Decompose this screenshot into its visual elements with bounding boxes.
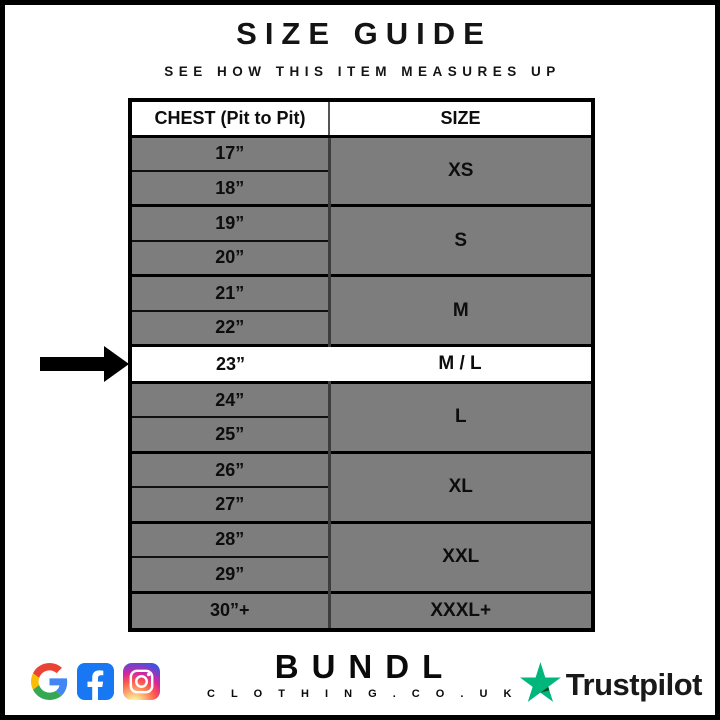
trustpilot-wordmark: Trustpilot [565, 666, 703, 702]
brand-logo: BUNDL C L O T H I N G . C O . U K [202, 648, 518, 700]
chest-cell: 30”+ [130, 590, 331, 630]
chest-cell: 18” [130, 169, 331, 206]
chest-cell: 27” [130, 486, 331, 523]
chest-cell: 23” [130, 343, 329, 383]
size-cell: S [329, 204, 593, 276]
table-row-highlighted: 23” M / L [130, 343, 593, 383]
chest-cell: 29” [130, 556, 331, 593]
size-cell: M / L [329, 343, 593, 383]
footer: BUNDL C L O T H I N G . C O . U K Trustp… [5, 648, 715, 714]
trustpilot-star-icon [519, 662, 561, 707]
instagram-icon [123, 663, 160, 700]
table-row: 20” [130, 239, 593, 276]
table-row: 22” [130, 309, 593, 346]
table-row: 28” XXL [130, 520, 593, 593]
size-cell: XL [329, 450, 593, 523]
brand-name: BUNDL [274, 648, 456, 685]
table-row: 17” XS [130, 134, 593, 206]
size-cell: XXL [329, 520, 593, 593]
size-cell: L [329, 381, 593, 453]
facebook-icon [77, 663, 114, 700]
column-header-size: SIZE [329, 100, 593, 138]
chest-cell: 24” [130, 381, 331, 418]
table-row: 26” XL [130, 450, 593, 523]
size-table-container: CHEST (Pit to Pit) SIZE 17” XS 18” 19” S… [128, 98, 595, 632]
social-logos [31, 663, 160, 700]
size-cell: M [329, 274, 593, 346]
table-row: 21” M [130, 274, 593, 346]
table-row: 24” L [130, 381, 593, 453]
arrow-shaft [40, 357, 106, 371]
highlight-arrow-icon [40, 346, 129, 382]
table-row: 30”+ XXXL+ [130, 590, 593, 630]
brand-domain: C L O T H I N G . C O . U K [207, 687, 518, 700]
table-row: 18” [130, 169, 593, 206]
table-row: 29” [130, 556, 593, 593]
table-row: 27” [130, 486, 593, 523]
table-header-row: CHEST (Pit to Pit) SIZE [130, 100, 593, 138]
arrow-head [104, 346, 129, 382]
table-row: 25” [130, 416, 593, 453]
chest-cell: 25” [130, 416, 331, 453]
size-cell: XS [329, 134, 593, 206]
page-title: SIZE GUIDE [236, 16, 492, 51]
chest-cell: 17” [130, 134, 331, 171]
chest-cell: 22” [130, 309, 331, 346]
column-header-chest: CHEST (Pit to Pit) [130, 100, 330, 138]
page-subtitle: SEE HOW THIS ITEM MEASURES UP [164, 64, 561, 79]
chest-cell: 28” [130, 520, 331, 558]
table-row: 19” S [130, 204, 593, 276]
chest-cell: 20” [130, 239, 331, 276]
chest-cell: 21” [130, 274, 331, 311]
trustpilot-logo: Trustpilot [519, 662, 703, 707]
size-table: CHEST (Pit to Pit) SIZE 17” XS 18” 19” S… [128, 98, 595, 632]
size-cell: XXXL+ [329, 590, 593, 630]
chest-cell: 19” [130, 204, 331, 241]
chest-cell: 26” [130, 450, 331, 488]
google-icon [31, 663, 68, 700]
